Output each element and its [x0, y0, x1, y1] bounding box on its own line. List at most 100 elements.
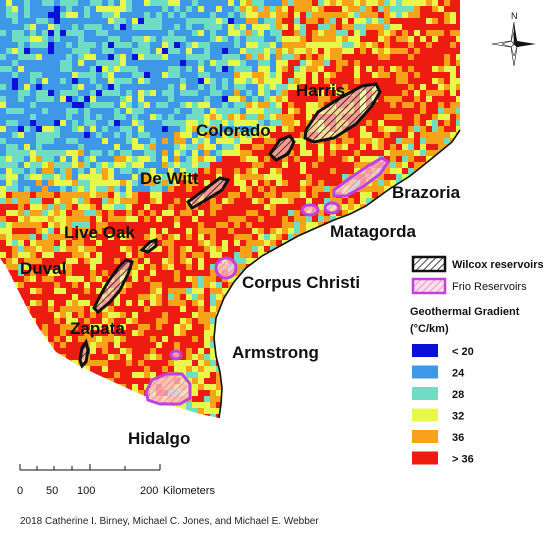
raster-cell [456, 336, 460, 342]
raster-cell [0, 264, 6, 270]
raster-cell [6, 228, 12, 234]
raster-cell [288, 36, 294, 42]
raster-cell [0, 294, 6, 300]
raster-cell [66, 42, 72, 48]
raster-cell [150, 12, 156, 18]
raster-cell [240, 324, 246, 330]
raster-cell [84, 180, 90, 186]
raster-cell [252, 162, 258, 168]
raster-cell [126, 78, 132, 84]
raster-cell [198, 228, 204, 234]
raster-cell [42, 144, 48, 150]
raster-cell [294, 246, 300, 252]
raster-cell [270, 294, 276, 300]
raster-cell [30, 30, 36, 36]
raster-cell [360, 282, 366, 288]
raster-cell [282, 18, 288, 24]
raster-cell [114, 312, 120, 318]
raster-cell [402, 258, 408, 264]
raster-cell [210, 84, 216, 90]
raster-cell [348, 132, 354, 138]
raster-cell [84, 156, 90, 162]
raster-cell [78, 180, 84, 186]
raster-cell [450, 42, 456, 48]
raster-cell [354, 360, 360, 366]
raster-cell [150, 114, 156, 120]
raster-cell [258, 150, 264, 156]
raster-cell [390, 246, 396, 252]
raster-cell [174, 120, 180, 126]
raster-cell [228, 30, 234, 36]
raster-cell [450, 96, 456, 102]
raster-cell [240, 120, 246, 126]
raster-cell [192, 282, 198, 288]
raster-cell [90, 276, 96, 282]
raster-cell [78, 0, 84, 6]
raster-cell [90, 198, 96, 204]
raster-cell [240, 54, 246, 60]
raster-cell [48, 18, 54, 24]
raster-cell [264, 312, 270, 318]
raster-cell [186, 354, 192, 360]
raster-cell [6, 30, 12, 36]
raster-cell [300, 114, 306, 120]
raster-cell [66, 102, 72, 108]
raster-cell [114, 162, 120, 168]
raster-cell [294, 330, 300, 336]
raster-cell [354, 300, 360, 306]
raster-cell [96, 342, 102, 348]
raster-cell [228, 162, 234, 168]
raster-cell [42, 288, 48, 294]
raster-cell [138, 222, 144, 228]
raster-cell [12, 372, 18, 378]
raster-cell [300, 174, 306, 180]
raster-cell [150, 30, 156, 36]
raster-cell [378, 318, 384, 324]
raster-cell [222, 126, 228, 132]
raster-cell [72, 312, 78, 318]
raster-cell [216, 336, 222, 342]
raster-cell [348, 0, 354, 6]
raster-cell [180, 174, 186, 180]
raster-cell [144, 114, 150, 120]
raster-cell [54, 234, 60, 240]
raster-cell [396, 276, 402, 282]
raster-cell [276, 204, 282, 210]
raster-cell [372, 138, 378, 144]
raster-cell [66, 336, 72, 342]
raster-cell [0, 192, 6, 198]
raster-cell [12, 198, 18, 204]
raster-cell [66, 174, 72, 180]
raster-cell [252, 168, 258, 174]
raster-cell [174, 294, 180, 300]
raster-cell [132, 318, 138, 324]
raster-cell [18, 18, 24, 24]
raster-cell [414, 90, 420, 96]
raster-cell [318, 72, 324, 78]
raster-cell [24, 156, 30, 162]
raster-cell [114, 138, 120, 144]
raster-cell [198, 234, 204, 240]
raster-cell [324, 366, 330, 372]
raster-cell [114, 42, 120, 48]
raster-cell [72, 138, 78, 144]
raster-cell [336, 36, 342, 42]
raster-cell [348, 360, 354, 366]
raster-cell [126, 324, 132, 330]
raster-cell [186, 108, 192, 114]
raster-cell [186, 36, 192, 42]
raster-cell [132, 156, 138, 162]
raster-cell [72, 258, 78, 264]
raster-cell [258, 132, 264, 138]
raster-cell [30, 168, 36, 174]
raster-cell [300, 192, 306, 198]
raster-cell [348, 312, 354, 318]
raster-cell [24, 216, 30, 222]
raster-cell [408, 12, 414, 18]
raster-cell [372, 318, 378, 324]
raster-cell [42, 156, 48, 162]
raster-cell [438, 102, 444, 108]
raster-cell [48, 180, 54, 186]
raster-cell [84, 282, 90, 288]
raster-cell [150, 84, 156, 90]
